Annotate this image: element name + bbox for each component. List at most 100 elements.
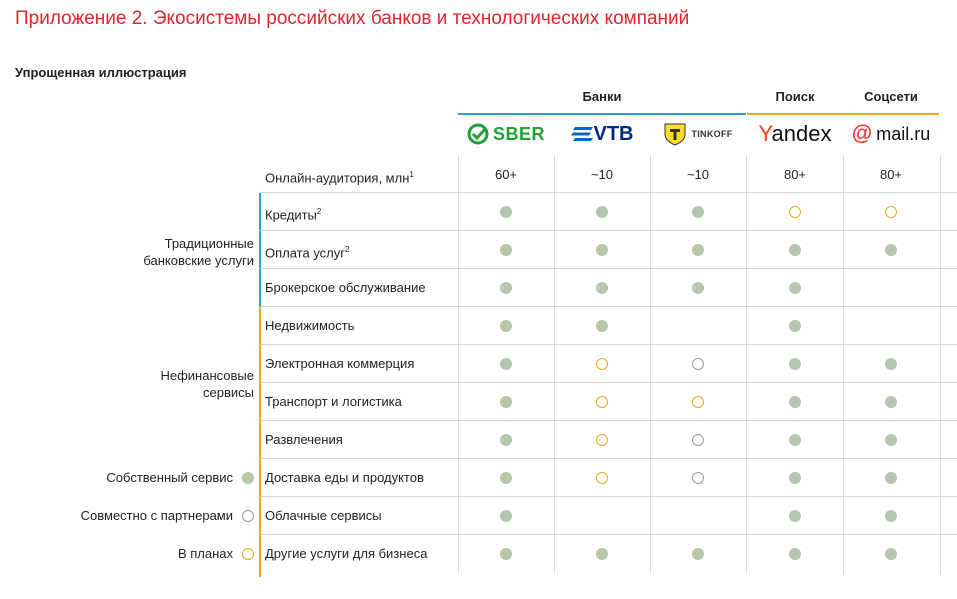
status-dot-plan-yandex — [789, 206, 801, 218]
status-dot-own-tinkoff — [692, 206, 704, 218]
vtb-stripes-icon — [570, 127, 593, 141]
status-dot-own-vtb — [596, 206, 608, 218]
column-separator — [940, 155, 941, 574]
audience-label: Онлайн-аудитория, млн1 — [265, 170, 414, 186]
yandex-logo-letter-y: Y — [758, 121, 772, 146]
audience-value-tinkoff: ~10 — [686, 167, 710, 182]
status-dot-own-yandex — [789, 434, 801, 446]
status-dot-plan-vtb — [596, 434, 608, 446]
audience-value-yandex: 80+ — [783, 167, 807, 182]
audience-value-vtb: ~10 — [590, 167, 614, 182]
status-dot-own-sber — [500, 320, 512, 332]
audience-footnote: 1 — [409, 170, 414, 179]
status-dot-plan-vtb — [596, 472, 608, 484]
category-nonfinancial-line1: Нефинансовые — [160, 368, 254, 383]
service-label: Развлечения — [265, 432, 343, 447]
category-traditional-line1: Традиционные — [164, 236, 254, 251]
status-dot-own-yandex — [789, 282, 801, 294]
status-dot-own-vtb — [596, 244, 608, 256]
status-dot-own-mail — [885, 396, 897, 408]
sber-logo-text: SBER — [492, 123, 545, 144]
tinkoff-shield-icon — [664, 123, 686, 146]
status-dot-own-mail — [885, 358, 897, 370]
sber-logo: SBER — [458, 116, 554, 152]
service-label: Брокерское обслуживание — [265, 280, 426, 295]
column-separator — [554, 155, 555, 574]
status-dot-plan-mail — [885, 206, 897, 218]
page-title: Приложение 2. Экосистемы российских банк… — [15, 8, 690, 29]
mail-logo-text: mail.ru — [876, 123, 931, 144]
category-bar-nonfinancial — [259, 307, 261, 577]
service-label: Другие услуги для бизнеса — [265, 546, 428, 561]
legend-label-own: Собственный сервис — [106, 470, 233, 485]
row-divider — [260, 496, 957, 497]
status-dot-own-sber — [500, 358, 512, 370]
service-label: Электронная коммерция — [265, 356, 415, 371]
category-traditional-line2: банковские услуги — [143, 253, 254, 268]
service-label: Кредиты2 — [265, 207, 322, 223]
row-divider — [260, 458, 957, 459]
row-divider — [260, 382, 957, 383]
status-dot-own-mail — [885, 510, 897, 522]
status-dot-own-mail — [885, 244, 897, 256]
group-search-social-line — [747, 113, 939, 115]
status-dot-own-tinkoff — [692, 548, 704, 560]
status-dot-own-vtb — [596, 548, 608, 560]
row-divider — [260, 192, 957, 193]
category-traditional-banking: Традиционные банковские услуги — [143, 235, 254, 269]
row-divider — [260, 534, 957, 535]
status-dot-own-vtb — [596, 320, 608, 332]
service-footnote: 2 — [345, 245, 350, 254]
group-search-header: Поиск — [775, 89, 815, 104]
status-dot-own-sber — [500, 548, 512, 560]
group-social-header: Соцсети — [864, 89, 918, 104]
tinkoff-logo: TINKOFF — [650, 116, 746, 152]
status-dot-own-tinkoff — [692, 244, 704, 256]
column-separator — [746, 155, 747, 574]
status-dot-own-yandex — [789, 472, 801, 484]
category-nonfinancial: Нефинансовые сервисы — [160, 367, 254, 401]
status-dot-own-yandex — [789, 244, 801, 256]
row-divider — [260, 268, 957, 269]
status-dot-own-yandex — [789, 548, 801, 560]
status-dot-plan-vtb — [596, 396, 608, 408]
vtb-logo: VTB — [554, 116, 650, 152]
legend-label-partner: Совместно с партнерами — [80, 508, 233, 523]
legend-label-plan: В планах — [177, 546, 233, 561]
subtitle: Упрощенная иллюстрация — [15, 65, 187, 80]
service-footnote: 2 — [316, 207, 322, 216]
status-dot-own-yandex — [789, 396, 801, 408]
audience-value-mail: 80+ — [879, 167, 903, 182]
status-dot-own-sber — [500, 206, 512, 218]
status-dot-own-vtb — [596, 282, 608, 294]
column-separator — [843, 155, 844, 574]
service-label: Доставка еды и продуктов — [265, 470, 424, 485]
mail-at-icon: @ — [851, 122, 873, 145]
status-dot-own-sber — [500, 282, 512, 294]
sber-check-icon — [467, 123, 489, 145]
mail-logo: @ mail.ru — [843, 116, 939, 152]
status-dot-plan-tinkoff — [692, 396, 704, 408]
status-dot-plan-vtb — [596, 358, 608, 370]
status-dot-own-yandex — [789, 320, 801, 332]
category-bar-traditional — [259, 193, 261, 307]
service-label: Оплата услуг2 — [265, 245, 350, 261]
column-separator — [458, 155, 459, 574]
status-dot-own-yandex — [789, 510, 801, 522]
service-label: Облачные сервисы — [265, 508, 382, 523]
row-divider — [260, 344, 957, 345]
status-dot-own-sber — [500, 434, 512, 446]
status-dot-own-sber — [500, 510, 512, 522]
status-dot-own-sber — [500, 472, 512, 484]
status-dot-own-yandex — [789, 358, 801, 370]
row-divider — [260, 306, 957, 307]
status-dot-own-mail — [885, 434, 897, 446]
status-dot-own-mail — [885, 472, 897, 484]
status-dot-own-sber — [500, 244, 512, 256]
status-dot-partner-tinkoff — [692, 358, 704, 370]
status-dot-own-tinkoff — [692, 282, 704, 294]
yandex-logo-rest: andex — [771, 121, 832, 146]
audience-value-sber: 60+ — [494, 167, 518, 182]
column-separator — [650, 155, 651, 574]
legend-dot-partner — [242, 510, 254, 522]
